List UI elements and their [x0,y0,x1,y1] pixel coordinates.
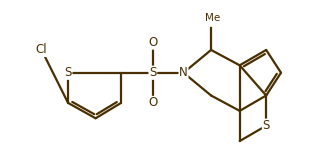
Text: Cl: Cl [36,43,48,56]
Text: O: O [148,96,157,109]
Text: S: S [263,119,270,132]
Text: Me: Me [203,13,220,26]
Text: Me: Me [204,13,220,23]
Text: S: S [65,66,72,79]
Text: N: N [179,66,188,79]
Text: S: S [149,66,157,79]
Text: O: O [148,36,157,49]
